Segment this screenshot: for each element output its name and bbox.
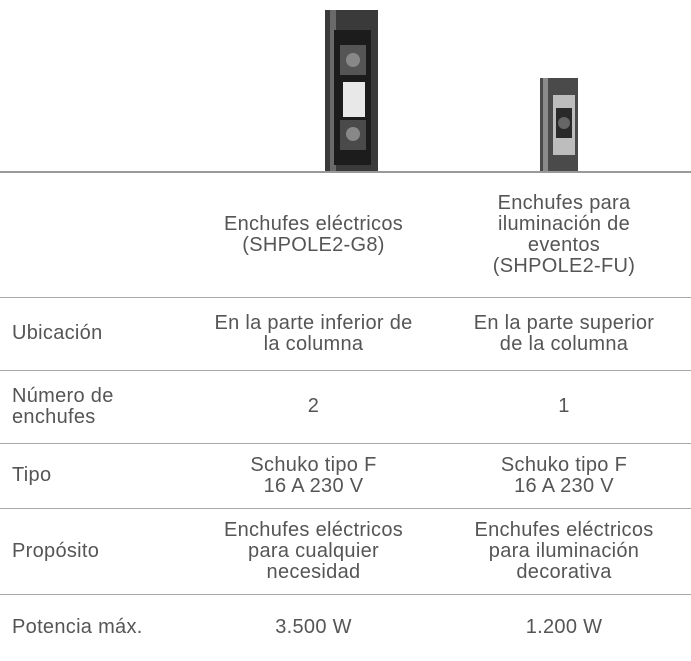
cell-line: para iluminación	[488, 539, 640, 562]
pole-image-fu	[540, 78, 578, 172]
row-label: Potencia máx.	[0, 594, 190, 661]
table-cell: 2	[190, 370, 437, 443]
cell-line: iluminación de	[497, 212, 631, 235]
cell-line: Ubicación	[12, 322, 103, 344]
cell-line: En la parte inferior de	[214, 311, 413, 334]
cell-line: 1.200 W	[525, 616, 603, 638]
column-header: Enchufes eléctricos (SHPOLE2-G8)	[190, 172, 437, 297]
cell-line: necesidad	[266, 560, 361, 583]
cell-line: la columna	[263, 332, 364, 355]
row-label: Número de enchufes	[0, 370, 190, 443]
table-cell: Enchufes eléctricos para iluminación decor…	[437, 508, 691, 594]
cell-line: (SHPOLE2-FU)	[492, 254, 636, 277]
row-label: Ubicación	[0, 297, 190, 370]
cell-line: 1	[558, 395, 570, 417]
cell-line: Schuko tipo F	[500, 453, 628, 476]
cell-line: Enchufes para	[497, 191, 631, 214]
row-rule	[0, 594, 691, 595]
cell-line: 2	[307, 395, 320, 417]
cell-line: eventos	[527, 233, 601, 256]
cell-line: Potencia máx.	[12, 616, 143, 638]
table-cell: Schuko tipo F 16 A 230 V	[190, 443, 437, 508]
row-label: Propósito	[0, 508, 190, 594]
cell-line: enchufes	[12, 405, 96, 428]
cell-line: (SHPOLE2-G8)	[242, 233, 385, 256]
cell-line: Enchufes eléctricos	[223, 518, 404, 541]
table-cell: En la parte superior de la columna	[437, 297, 691, 370]
cell-line: 16 A 230 V	[263, 474, 364, 497]
row-rule	[0, 443, 691, 444]
pole-image-g8	[325, 10, 378, 172]
column-header: Enchufes para iluminación de eventos (SHPOL…	[437, 172, 691, 297]
cell-line: para cualquier	[248, 539, 379, 562]
cell-line: Enchufes eléctricos	[474, 518, 654, 541]
cell-line: Schuko tipo F	[250, 453, 377, 476]
cell-line: Propósito	[12, 539, 100, 562]
table-cell: Schuko tipo F 16 A 230 V	[437, 443, 691, 508]
cell-line: Tipo	[12, 464, 52, 486]
row-rule	[0, 297, 691, 298]
cell-line: decorativa	[516, 560, 612, 583]
cell-line: Enchufes eléctricos	[223, 212, 404, 235]
table-cell: 1.200 W	[437, 594, 691, 661]
table-cell: Enchufes eléctricos para cualquier necesid…	[190, 508, 437, 594]
table-cell: En la parte inferior de la columna	[190, 297, 437, 370]
table-cell: 3.500 W	[190, 594, 437, 661]
cell-line: 3.500 W	[275, 616, 352, 638]
row-label: Tipo	[0, 443, 190, 508]
cell-line: En la parte superior	[473, 311, 655, 334]
product-images	[325, 10, 578, 172]
table-cell: 1	[437, 370, 691, 443]
header-rule	[0, 171, 691, 173]
cell-line: 16 A 230 V	[514, 474, 614, 497]
row-rule	[0, 508, 691, 509]
row-rule	[0, 370, 691, 371]
cell-line: de la columna	[499, 332, 629, 355]
cell-line: Número de	[12, 384, 114, 407]
